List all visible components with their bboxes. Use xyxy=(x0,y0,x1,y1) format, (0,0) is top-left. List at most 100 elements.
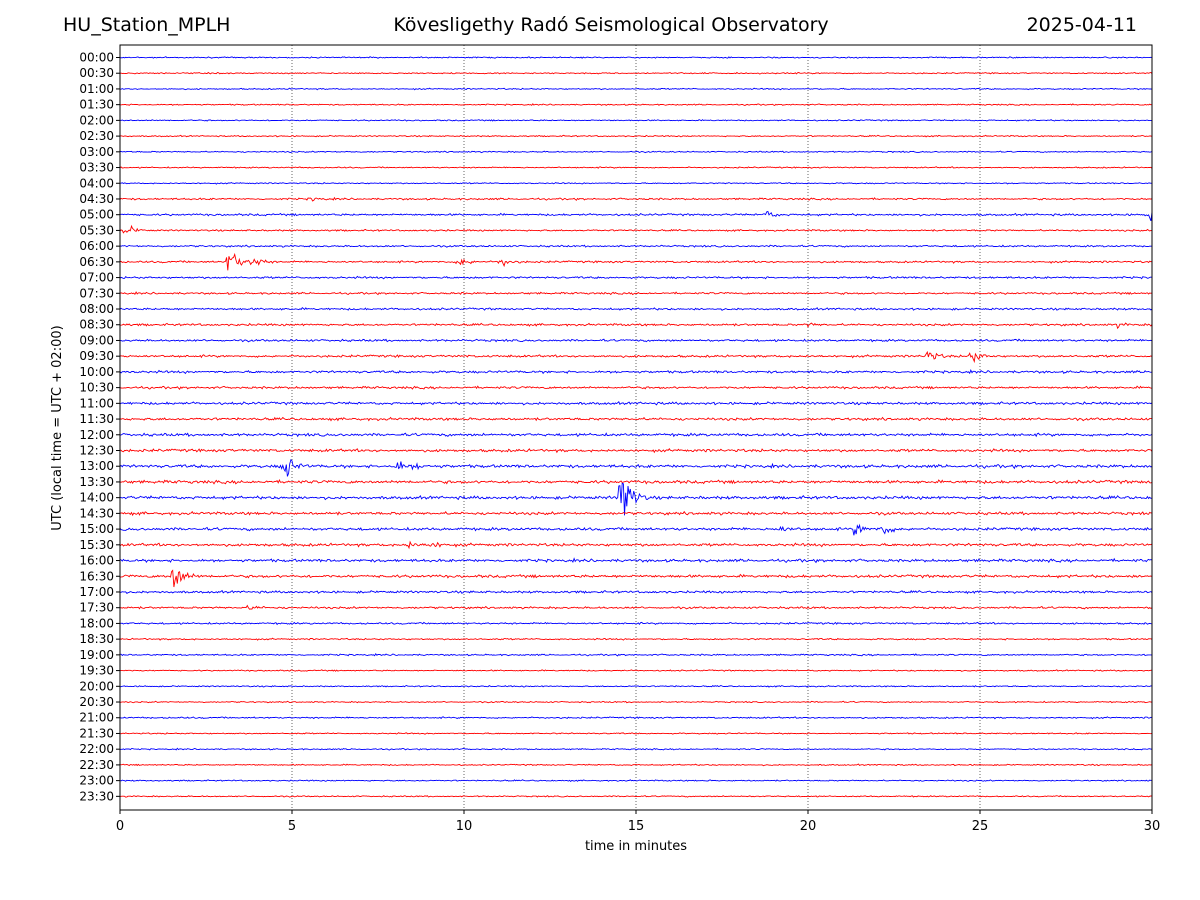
y-tick-label: 01:00 xyxy=(79,82,114,96)
trace-1500 xyxy=(119,523,1152,536)
trace-1730 xyxy=(119,604,1153,610)
chart-date: 2025-04-11 xyxy=(1026,14,1137,36)
trace-1800 xyxy=(120,621,1153,626)
x-axis-label: time in minutes xyxy=(585,839,687,854)
trace-1900 xyxy=(119,653,1153,657)
x-tick-label: 15 xyxy=(628,819,645,834)
y-tick-label: 17:30 xyxy=(79,601,114,615)
trace-2000 xyxy=(119,684,1153,688)
trace-0730 xyxy=(119,291,1153,296)
trace-1830 xyxy=(119,637,1153,641)
y-tick-label: 06:30 xyxy=(79,255,114,269)
trace-0400 xyxy=(120,181,1153,185)
trace-0130 xyxy=(119,103,1153,107)
chart-title: Kövesligethy Radó Seismological Observat… xyxy=(393,14,829,36)
y-tick-label: 08:00 xyxy=(79,302,114,316)
trace-1100 xyxy=(119,401,1153,406)
trace-1700 xyxy=(120,589,1153,595)
y-tick-label: 23:30 xyxy=(79,789,114,803)
y-tick-label: 03:30 xyxy=(79,161,114,175)
y-tick-label: 17:00 xyxy=(79,585,114,599)
y-tick-label: 07:00 xyxy=(79,271,114,285)
y-tick-label: 12:30 xyxy=(79,444,114,458)
y-tick-label: 12:00 xyxy=(79,428,114,442)
y-tick-label: 02:30 xyxy=(79,129,114,143)
y-tick-label: 21:00 xyxy=(79,711,114,725)
y-tick-label: 03:00 xyxy=(79,145,114,159)
y-tick-label: 23:00 xyxy=(79,774,114,788)
trace-0030 xyxy=(119,71,1153,75)
trace-0530 xyxy=(119,224,1153,234)
y-tick-label: 06:00 xyxy=(79,239,114,253)
trace-0500 xyxy=(119,210,1153,222)
y-tick-label: 01:30 xyxy=(79,98,114,112)
y-tick-label: 18:30 xyxy=(79,632,114,646)
trace-2100 xyxy=(119,716,1153,720)
trace-1430 xyxy=(119,510,1153,517)
trace-0800 xyxy=(119,307,1153,311)
trace-0600 xyxy=(119,244,1153,248)
y-tick-label: 16:00 xyxy=(79,554,114,568)
x-tick-label: 10 xyxy=(456,819,473,834)
traces xyxy=(119,56,1153,798)
y-tick-label: 19:00 xyxy=(79,648,114,662)
y-tick-label: 22:00 xyxy=(79,742,114,756)
trace-1530 xyxy=(119,540,1153,550)
grid-lines xyxy=(291,45,981,810)
trace-1200 xyxy=(119,432,1153,438)
y-tick-label: 13:00 xyxy=(79,459,114,473)
trace-0830 xyxy=(119,322,1153,330)
trace-1400 xyxy=(119,482,1153,516)
y-tick-label: 21:30 xyxy=(79,726,114,740)
y-tick-label: 20:00 xyxy=(79,679,114,693)
trace-0700 xyxy=(119,275,1153,280)
x-tick-label: 30 xyxy=(1144,819,1161,834)
y-tick-label: 15:00 xyxy=(79,522,114,536)
y-tick-label: 10:00 xyxy=(79,365,114,379)
y-tick-label: 18:00 xyxy=(79,616,114,630)
y-tick-label: 05:30 xyxy=(79,223,114,237)
y-tick-label: 14:30 xyxy=(79,506,114,520)
y-tick-label: 02:00 xyxy=(79,113,114,127)
trace-2300 xyxy=(119,779,1153,782)
y-tick-label: 10:30 xyxy=(79,381,114,395)
trace-1230 xyxy=(119,448,1153,454)
trace-0330 xyxy=(119,166,1153,169)
y-tick-label: 00:30 xyxy=(79,66,114,80)
trace-1600 xyxy=(119,557,1153,564)
trace-0100 xyxy=(120,87,1153,91)
trace-2200 xyxy=(119,747,1153,751)
trace-2230 xyxy=(119,763,1153,767)
trace-0630 xyxy=(119,252,1153,271)
y-tick-label: 09:00 xyxy=(79,333,114,347)
y-tick-label: 19:30 xyxy=(79,664,114,678)
y-tick-label: 15:30 xyxy=(79,538,114,552)
trace-1000 xyxy=(119,369,1153,375)
trace-1130 xyxy=(119,416,1152,422)
y-tick-label: 11:30 xyxy=(79,412,114,426)
y-tick-label: 00:00 xyxy=(79,51,114,65)
trace-1330 xyxy=(119,479,1153,485)
trace-2030 xyxy=(119,700,1153,704)
trace-1930 xyxy=(119,669,1153,672)
trace-0000 xyxy=(119,56,1153,59)
trace-0300 xyxy=(119,150,1153,154)
trace-1630 xyxy=(119,569,1153,588)
trace-1300 xyxy=(119,458,1153,477)
trace-0930 xyxy=(119,350,1153,364)
y-tick-label: 04:30 xyxy=(79,192,114,206)
y-tick-label: 13:30 xyxy=(79,475,114,489)
y-tick-label: 07:30 xyxy=(79,286,114,300)
y-tick-label: 04:00 xyxy=(79,176,114,190)
y-axis-label: UTC (local time = UTC + 02:00) xyxy=(50,325,65,530)
x-tick-label: 25 xyxy=(972,819,989,834)
x-tick-label: 0 xyxy=(116,819,124,834)
y-tick-label: 16:30 xyxy=(79,569,114,583)
y-tick-label: 22:30 xyxy=(79,758,114,772)
trace-1030 xyxy=(119,385,1153,390)
y-tick-label: 05:00 xyxy=(79,208,114,222)
y-tick-label: 14:00 xyxy=(79,491,114,505)
trace-0200 xyxy=(119,119,1153,122)
station-name: HU_Station_MPLH xyxy=(63,14,231,36)
